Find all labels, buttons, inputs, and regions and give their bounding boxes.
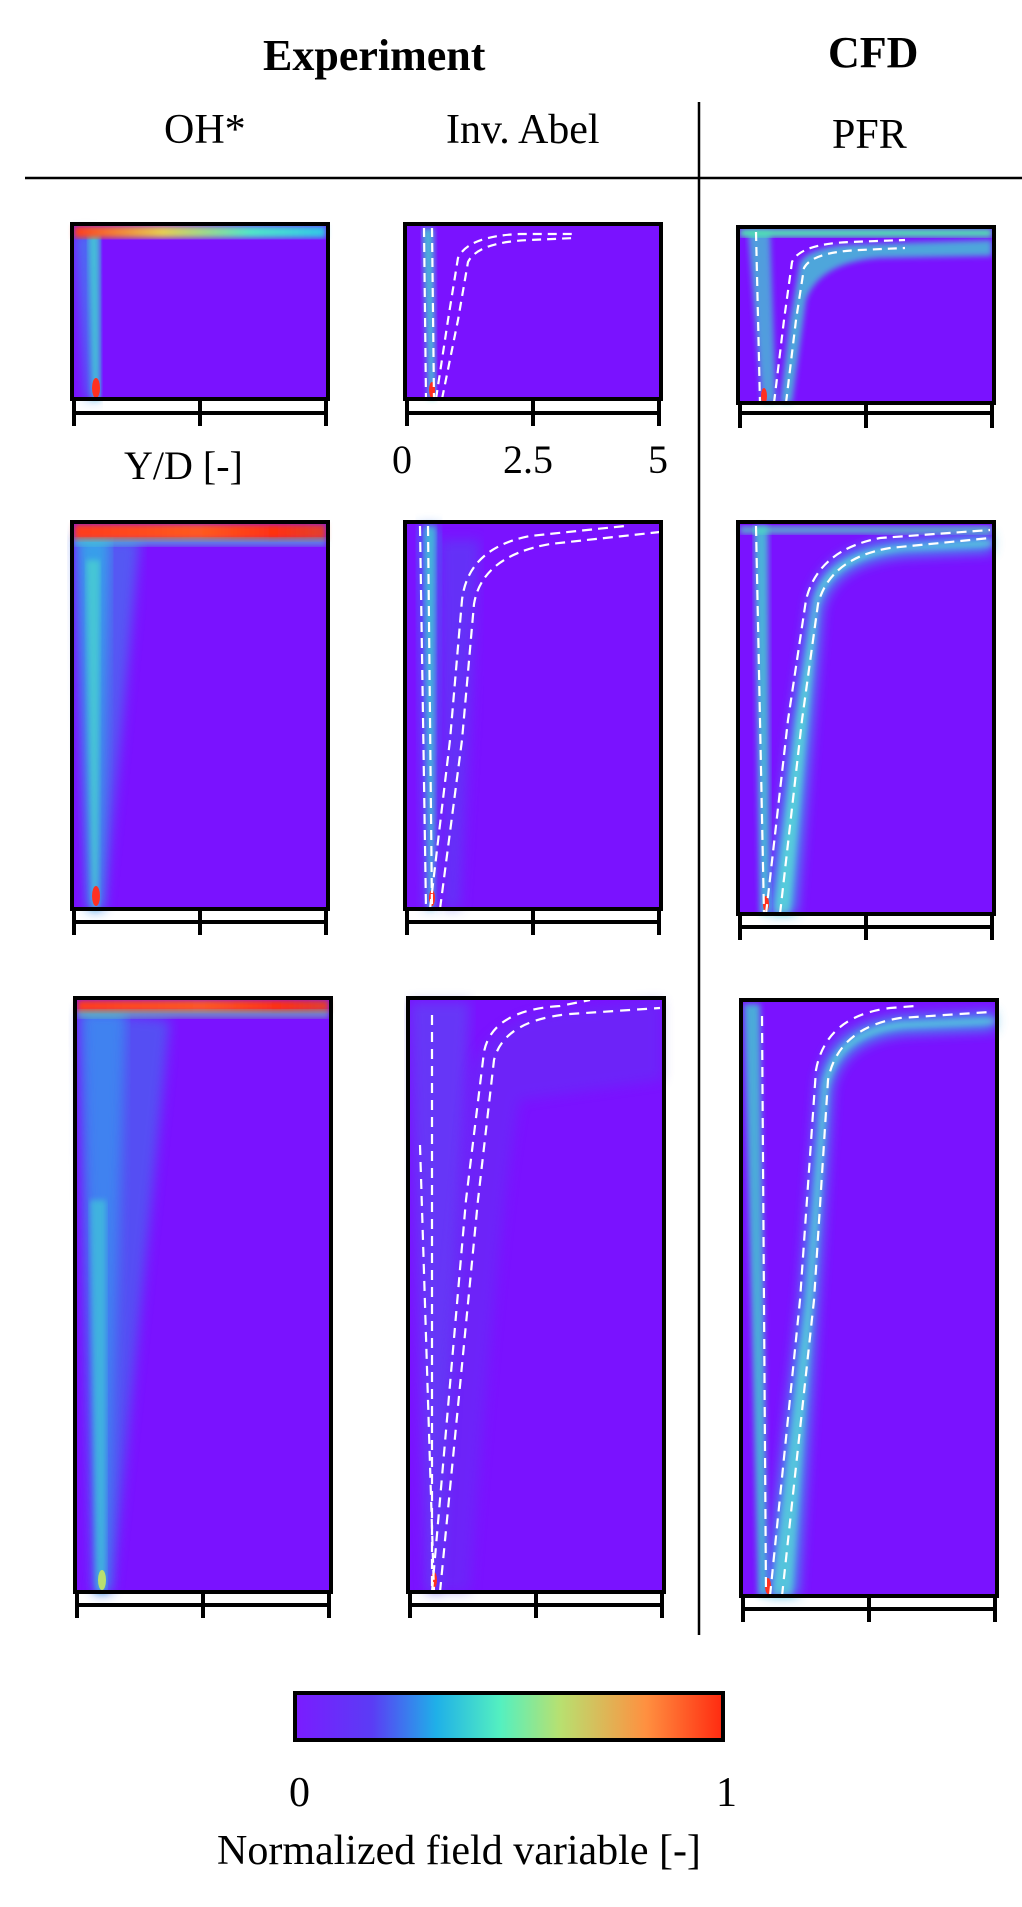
colorbar <box>293 1691 725 1742</box>
tick-label-2-5: 2.5 <box>503 437 553 482</box>
axis-pfr-row2 <box>738 915 994 940</box>
tick-label-5: 5 <box>648 437 668 482</box>
panel-pfr-row3 <box>739 998 999 1598</box>
axis-abel-row2 <box>405 910 661 935</box>
axis-abel-row3 <box>408 1593 664 1618</box>
panel-pfr-row2 <box>736 520 996 916</box>
column-title-abel: Inv. Abel <box>446 107 600 153</box>
axis-pfr-row1 <box>738 403 994 428</box>
axis-abel-row1 <box>405 401 661 426</box>
panel-oh-row2 <box>70 520 330 911</box>
panel-abel-row3 <box>406 996 666 1594</box>
colorbar-max-label: 1 <box>716 1770 737 1816</box>
header-experiment: Experiment <box>263 31 486 80</box>
column-title-pfr: PFR <box>832 112 907 158</box>
panel-pfr-row1 <box>736 225 996 405</box>
column-title-oh: OH* <box>164 107 246 153</box>
panel-oh-row1 <box>70 222 330 401</box>
panel-oh-row3 <box>73 996 333 1594</box>
tick-label-0: 0 <box>392 437 412 482</box>
axis-oh-row3 <box>75 1593 331 1618</box>
header-cfd: CFD <box>828 28 919 77</box>
colorbar-min-label: 0 <box>289 1770 310 1816</box>
axis-oh-row1 <box>72 401 328 426</box>
colorbar-title: Normalized field variable [-] <box>217 1828 701 1874</box>
axis-oh-row2 <box>72 910 328 935</box>
panel-abel-row1 <box>403 222 663 401</box>
axis-pfr-row3 <box>741 1597 997 1622</box>
axis-label-yd: Y/D [-] <box>124 443 243 488</box>
panel-abel-row2 <box>403 520 663 911</box>
